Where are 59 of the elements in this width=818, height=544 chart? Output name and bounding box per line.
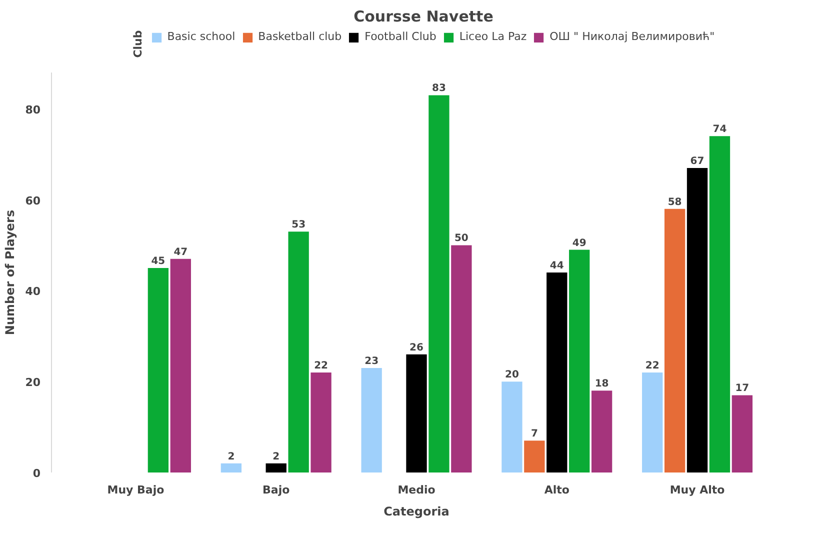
data-label: 67 [690,156,704,167]
bar [732,395,753,472]
x-tick-label: Medio [398,484,436,496]
data-label: 20 [505,370,519,381]
bar [642,372,663,472]
data-label: 26 [410,342,424,354]
legend-label: Liceo La Paz [459,30,527,44]
bar [406,354,427,472]
data-label: 23 [364,356,379,367]
data-label: 58 [668,196,682,208]
bar [709,136,730,472]
bar [288,232,309,472]
data-label: 17 [735,383,750,394]
bar [686,168,708,472]
bar [170,258,191,472]
data-label: 44 [550,260,564,272]
legend-label: Basic school [167,30,236,44]
data-label: 49 [572,238,586,249]
x-axis-title: Categoria [384,504,450,518]
bar [664,208,686,472]
data-label: 83 [432,83,446,94]
bar [451,245,472,472]
y-tick-label: 20 [25,376,41,390]
bar [591,390,612,472]
bar [148,268,169,472]
data-label: 45 [151,256,166,267]
bar [428,95,450,472]
bar [310,372,332,472]
data-label: 2 [272,451,280,462]
x-tick-label: Bajo [262,484,290,496]
data-label: 7 [530,428,538,440]
data-label: 50 [454,233,468,244]
x-tick-label: Muy Bajo [107,484,165,496]
legend-label: Football Club [364,30,436,44]
data-label: 22 [314,360,328,372]
y-tick-label: 0 [32,467,41,480]
y-axis-title: Number of Players [3,210,18,336]
bar [524,440,545,472]
legend-label: Basketball club [258,30,342,44]
bar [220,463,242,472]
data-label: 53 [292,220,306,231]
x-tick-label: Alto [544,484,570,496]
x-tick-label: Muy Alto [670,484,726,496]
legend-title: Club [131,30,144,58]
y-tick-label: 80 [25,103,41,116]
chart-title: Coursse Navette [354,8,494,26]
data-label: 2 [228,451,235,462]
data-label: 47 [174,246,188,258]
bar [361,368,382,472]
data-label: 74 [712,124,727,136]
legend-label: ОШ " Николај Велимировић" [550,30,715,44]
y-tick-label: 60 [25,194,41,208]
bar [546,272,568,472]
bar [266,463,286,472]
data-label: 22 [645,360,660,372]
bar [569,250,590,472]
data-label: 18 [594,378,609,390]
y-tick-label: 40 [25,285,41,298]
bar [502,382,522,472]
